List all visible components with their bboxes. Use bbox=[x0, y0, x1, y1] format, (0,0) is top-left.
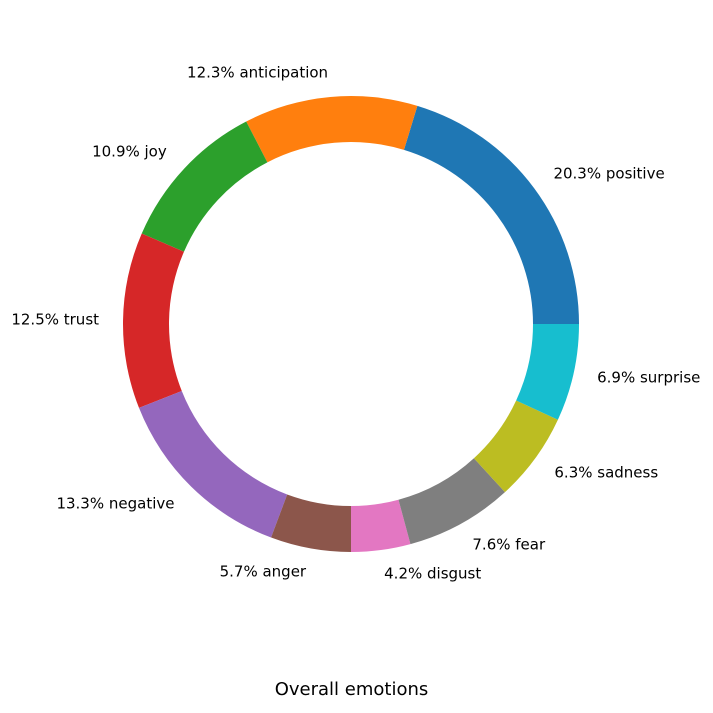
chart-title: Overall emotions bbox=[274, 679, 429, 700]
slice-label-surprise: 6.9% surprise bbox=[597, 369, 700, 387]
slice-label-joy: 10.9% joy bbox=[92, 143, 167, 161]
slice-disgust bbox=[351, 499, 411, 552]
slice-fear bbox=[398, 458, 505, 545]
slice-label-negative: 13.3% negative bbox=[56, 494, 174, 512]
slice-label-trust: 12.5% trust bbox=[11, 311, 99, 329]
slice-label-positive: 20.3% positive bbox=[553, 164, 664, 182]
slice-negative bbox=[139, 390, 288, 538]
slice-joy bbox=[141, 121, 268, 252]
slice-sadness bbox=[473, 400, 558, 493]
slice-label-anger: 5.7% anger bbox=[220, 562, 307, 580]
slices-layer bbox=[123, 96, 579, 552]
slice-label-fear: 7.6% fear bbox=[472, 535, 546, 553]
slice-positive bbox=[403, 105, 579, 324]
slice-anticipation bbox=[246, 96, 418, 163]
slice-label-anticipation: 12.3% anticipation bbox=[187, 64, 328, 82]
slice-surprise bbox=[516, 324, 579, 420]
slice-label-disgust: 4.2% disgust bbox=[384, 564, 481, 582]
slice-trust bbox=[123, 233, 184, 408]
labels-layer: 20.3% positive 12.3% anticipation 10.9% jo… bbox=[11, 64, 700, 583]
slice-label-sadness: 6.3% sadness bbox=[554, 463, 658, 481]
slice-anger bbox=[271, 494, 351, 552]
